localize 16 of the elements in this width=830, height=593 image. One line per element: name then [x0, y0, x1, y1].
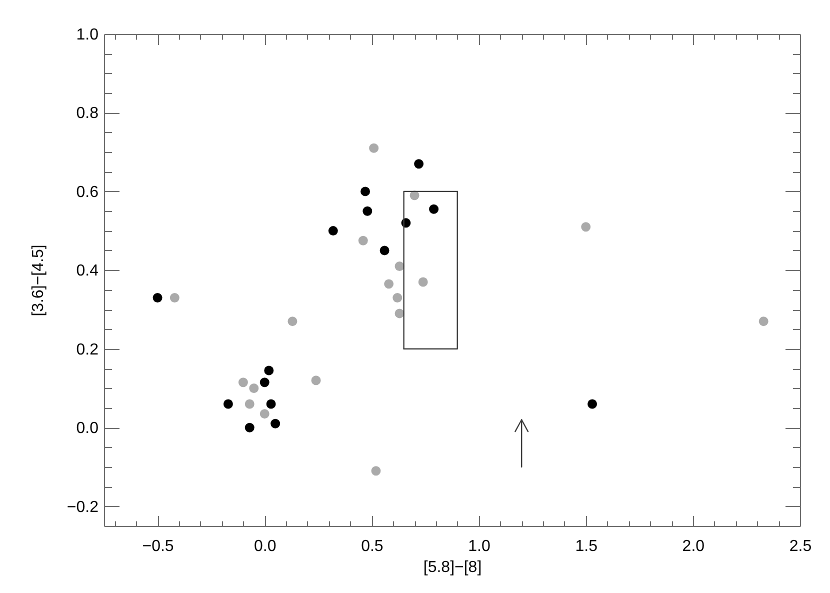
y-tick-label: 0.6 — [76, 184, 99, 201]
x-tick-label: 1.5 — [575, 538, 598, 555]
y-tick-label: −0.2 — [66, 498, 99, 516]
y-tick-label: 0.2 — [76, 341, 99, 358]
x-tick-label: 2.5 — [789, 538, 812, 555]
y-tick-label: 0.8 — [76, 105, 99, 122]
y-tick-label: 0.0 — [76, 420, 99, 438]
x-tick-label: 0.0 — [254, 538, 276, 555]
x-axis-title: [5.8]−[8] — [423, 559, 482, 576]
x-tick-label: 1.0 — [468, 538, 490, 555]
y-tick-label: 0.4 — [76, 262, 99, 280]
x-tick-label: −0.5 — [142, 538, 174, 555]
x-tick-label: 2.0 — [682, 538, 705, 555]
y-axis-title: [3.6]−[4.5] — [30, 244, 47, 316]
y-tick-label: 1.0 — [76, 26, 99, 44]
x-tick-label: 0.5 — [361, 538, 384, 555]
